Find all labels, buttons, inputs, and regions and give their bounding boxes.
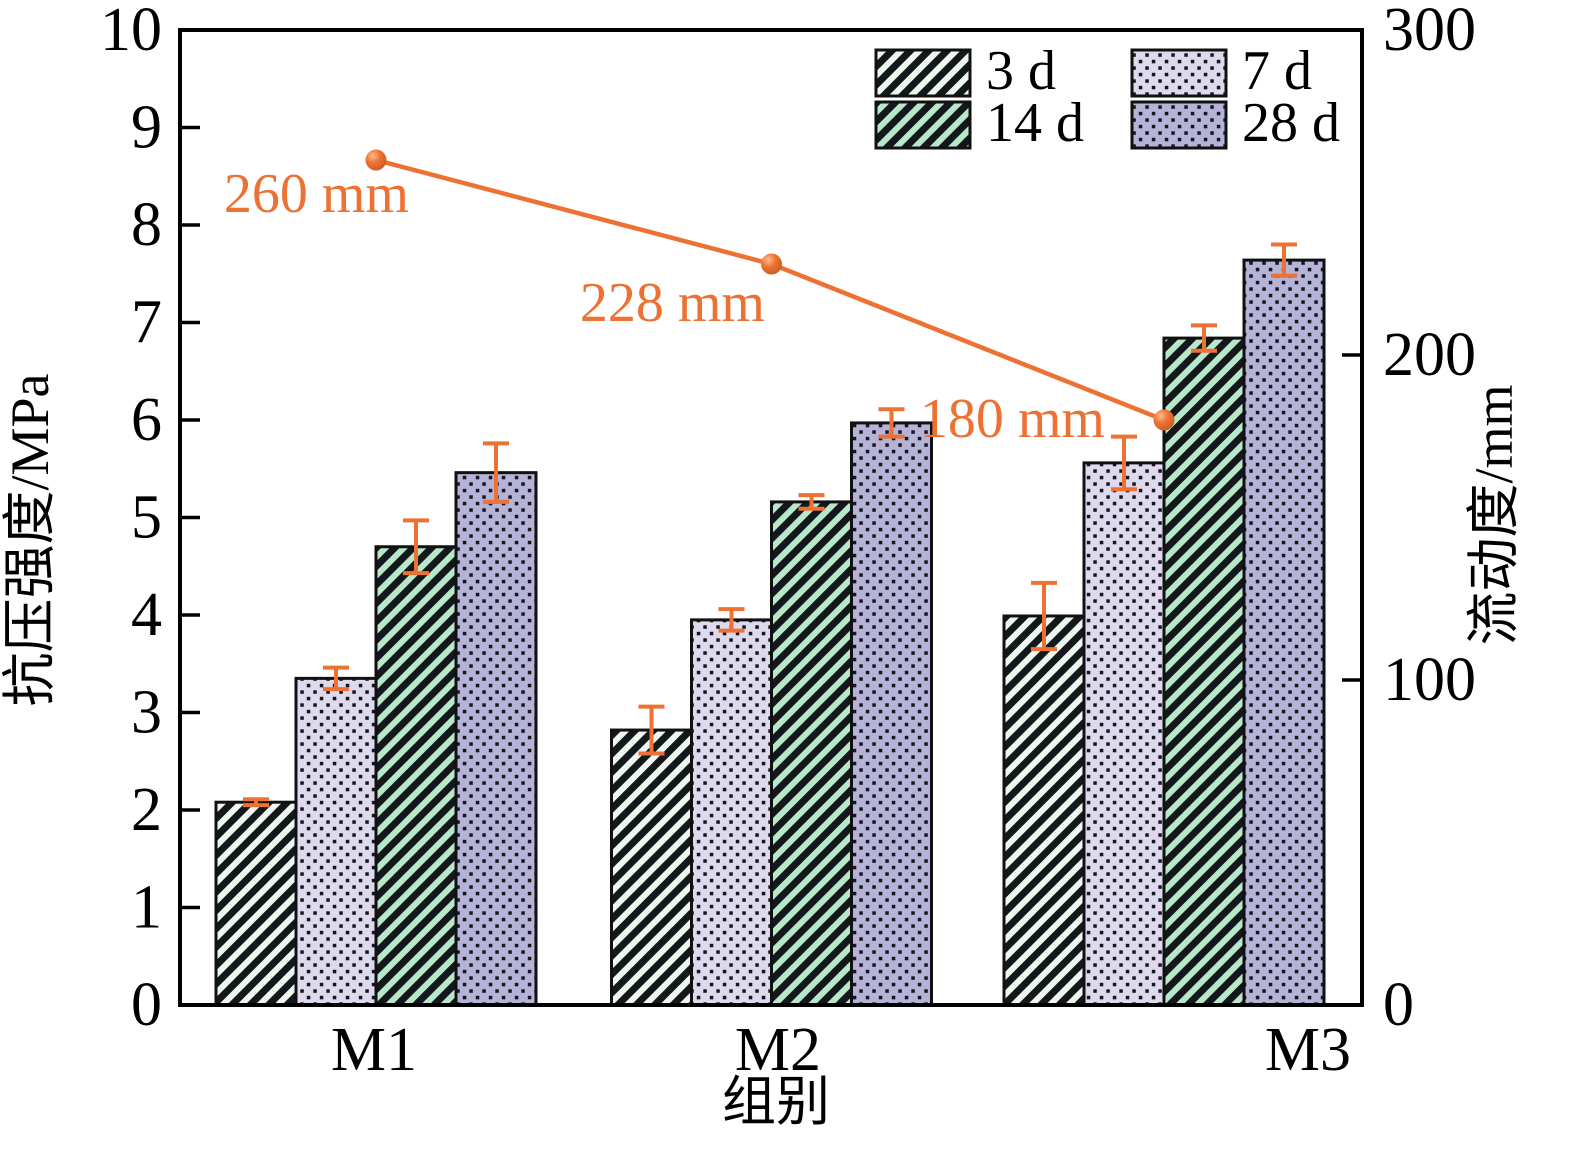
left-tick-label: 2 (131, 776, 162, 844)
fluidity-line (375, 157, 1165, 423)
fluidity-value-label: 228 mm (580, 272, 765, 334)
left-tick-label: 0 (131, 971, 162, 1039)
bar-m2-7d (690, 618, 773, 1007)
bar-m2-28d (850, 421, 933, 1007)
left-tick-label: 4 (131, 581, 162, 649)
legend-label-14d: 14 d (986, 92, 1084, 154)
legend-label-3d: 3 d (986, 40, 1056, 102)
bar-m1-3d (214, 800, 298, 1007)
x-category-label: M2 (735, 1016, 821, 1084)
fluidity-value-label: 180 mm (920, 388, 1105, 450)
bar-m1-28d (454, 471, 538, 1007)
left-tick-label: 6 (131, 386, 162, 454)
bar-m1-7d (294, 676, 378, 1007)
left-tick-label: 9 (131, 94, 162, 162)
left-tick-label: 5 (131, 484, 162, 552)
right-tick-label: 0 (1383, 971, 1414, 1039)
fluidity-value-label: 260 mm (224, 163, 409, 225)
left-tick-label: 7 (131, 289, 162, 357)
x-axis-title: 组别 (722, 1072, 830, 1132)
bar-m1-14d (374, 545, 458, 1007)
errorbar-m3-28d (1271, 242, 1297, 278)
bar-m2-3d (610, 728, 693, 1007)
bar-m3-28d (1242, 258, 1326, 1007)
left-tick-label: 8 (131, 191, 162, 259)
errorbar-m3-7d (1111, 434, 1137, 492)
errorbar-m2-3d (638, 704, 665, 756)
bar-m3-7d (1082, 461, 1166, 1007)
fluidity-point-m1 (365, 149, 387, 171)
left-tick-label: 3 (131, 679, 162, 747)
bar-m3-3d (1002, 614, 1086, 1007)
legend-swatch-14d (874, 100, 972, 150)
left-tick-label: 1 (131, 874, 162, 942)
errorbar-m1-14d (403, 518, 429, 576)
fluidity-point-m3 (1153, 409, 1175, 431)
errorbar-m3-3d (1031, 580, 1057, 652)
errorbar-m2-28d (878, 407, 905, 439)
legend-swatch-7d (1130, 48, 1228, 98)
left-tick-label: 10 (100, 0, 162, 64)
errorbar-m2-14d (798, 493, 825, 511)
right-tick-label: 300 (1383, 0, 1476, 64)
bar-m3-14d (1162, 336, 1246, 1007)
right-tick-label: 100 (1383, 646, 1476, 714)
legend-swatch-3d (874, 48, 972, 98)
legend-label-28d: 28 d (1242, 92, 1340, 154)
errorbar-m2-7d (718, 607, 745, 633)
errorbar-m1-7d (323, 665, 349, 692)
legend-swatch-28d (1130, 100, 1228, 150)
fluidity-point-m2 (761, 253, 782, 275)
right-tick-label: 200 (1383, 321, 1476, 389)
legend-label-7d: 7 d (1242, 40, 1312, 102)
errorbar-m1-28d (483, 441, 509, 504)
right-axis-title: 流动度/mm (1464, 384, 1524, 645)
left-axis-title: 抗压强度/MPa (0, 373, 60, 706)
x-category-label: M3 (1265, 1016, 1351, 1084)
x-category-label: M1 (331, 1016, 417, 1084)
errorbar-m3-14d (1191, 323, 1217, 353)
errorbar-m1-3d (243, 797, 269, 808)
bar-m2-14d (770, 500, 853, 1007)
